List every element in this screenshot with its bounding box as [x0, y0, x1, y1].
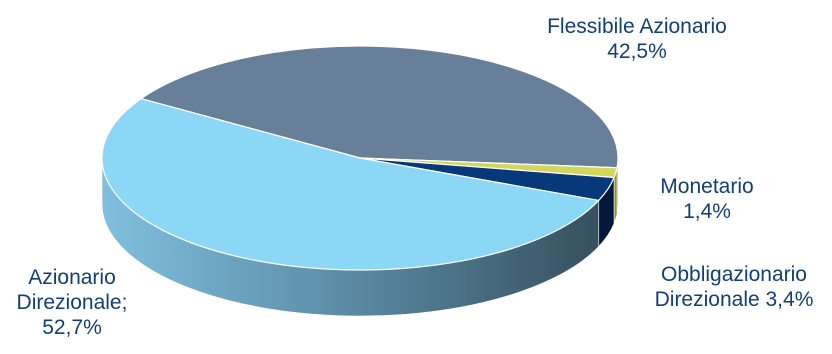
slice-labels: Flessibile Azionario 42,5% Monetario 1,4% Ob…	[17, 15, 814, 339]
data-label-line: 52,7%	[42, 316, 102, 339]
data-label-line: 1,4%	[683, 200, 731, 223]
data-label-line: Azionario	[28, 266, 116, 289]
data-label-azionario-direzionale: Azionario Direzionale; 52,7%	[17, 266, 128, 339]
data-label-line: Flessibile Azionario	[547, 15, 727, 38]
data-label-obbligazionario-direzionale: Obbligazionario Direzionale 3,4%	[655, 263, 814, 311]
data-label-flessibile-azionario: Flessibile Azionario 42,5%	[547, 15, 727, 63]
data-label-line: Obbligazionario	[661, 263, 807, 286]
pie-top	[101, 45, 619, 271]
slice-flessibile-azionario	[140, 45, 619, 169]
data-label-line: Direzionale 3,4%	[655, 288, 814, 311]
data-label-line: Monetario	[660, 175, 753, 198]
data-label-monetario: Monetario 1,4%	[660, 175, 753, 223]
data-label-line: 42,5%	[607, 40, 667, 63]
slice-azionario-direzionale	[101, 98, 600, 271]
data-label-line: Direzionale;	[17, 291, 128, 314]
